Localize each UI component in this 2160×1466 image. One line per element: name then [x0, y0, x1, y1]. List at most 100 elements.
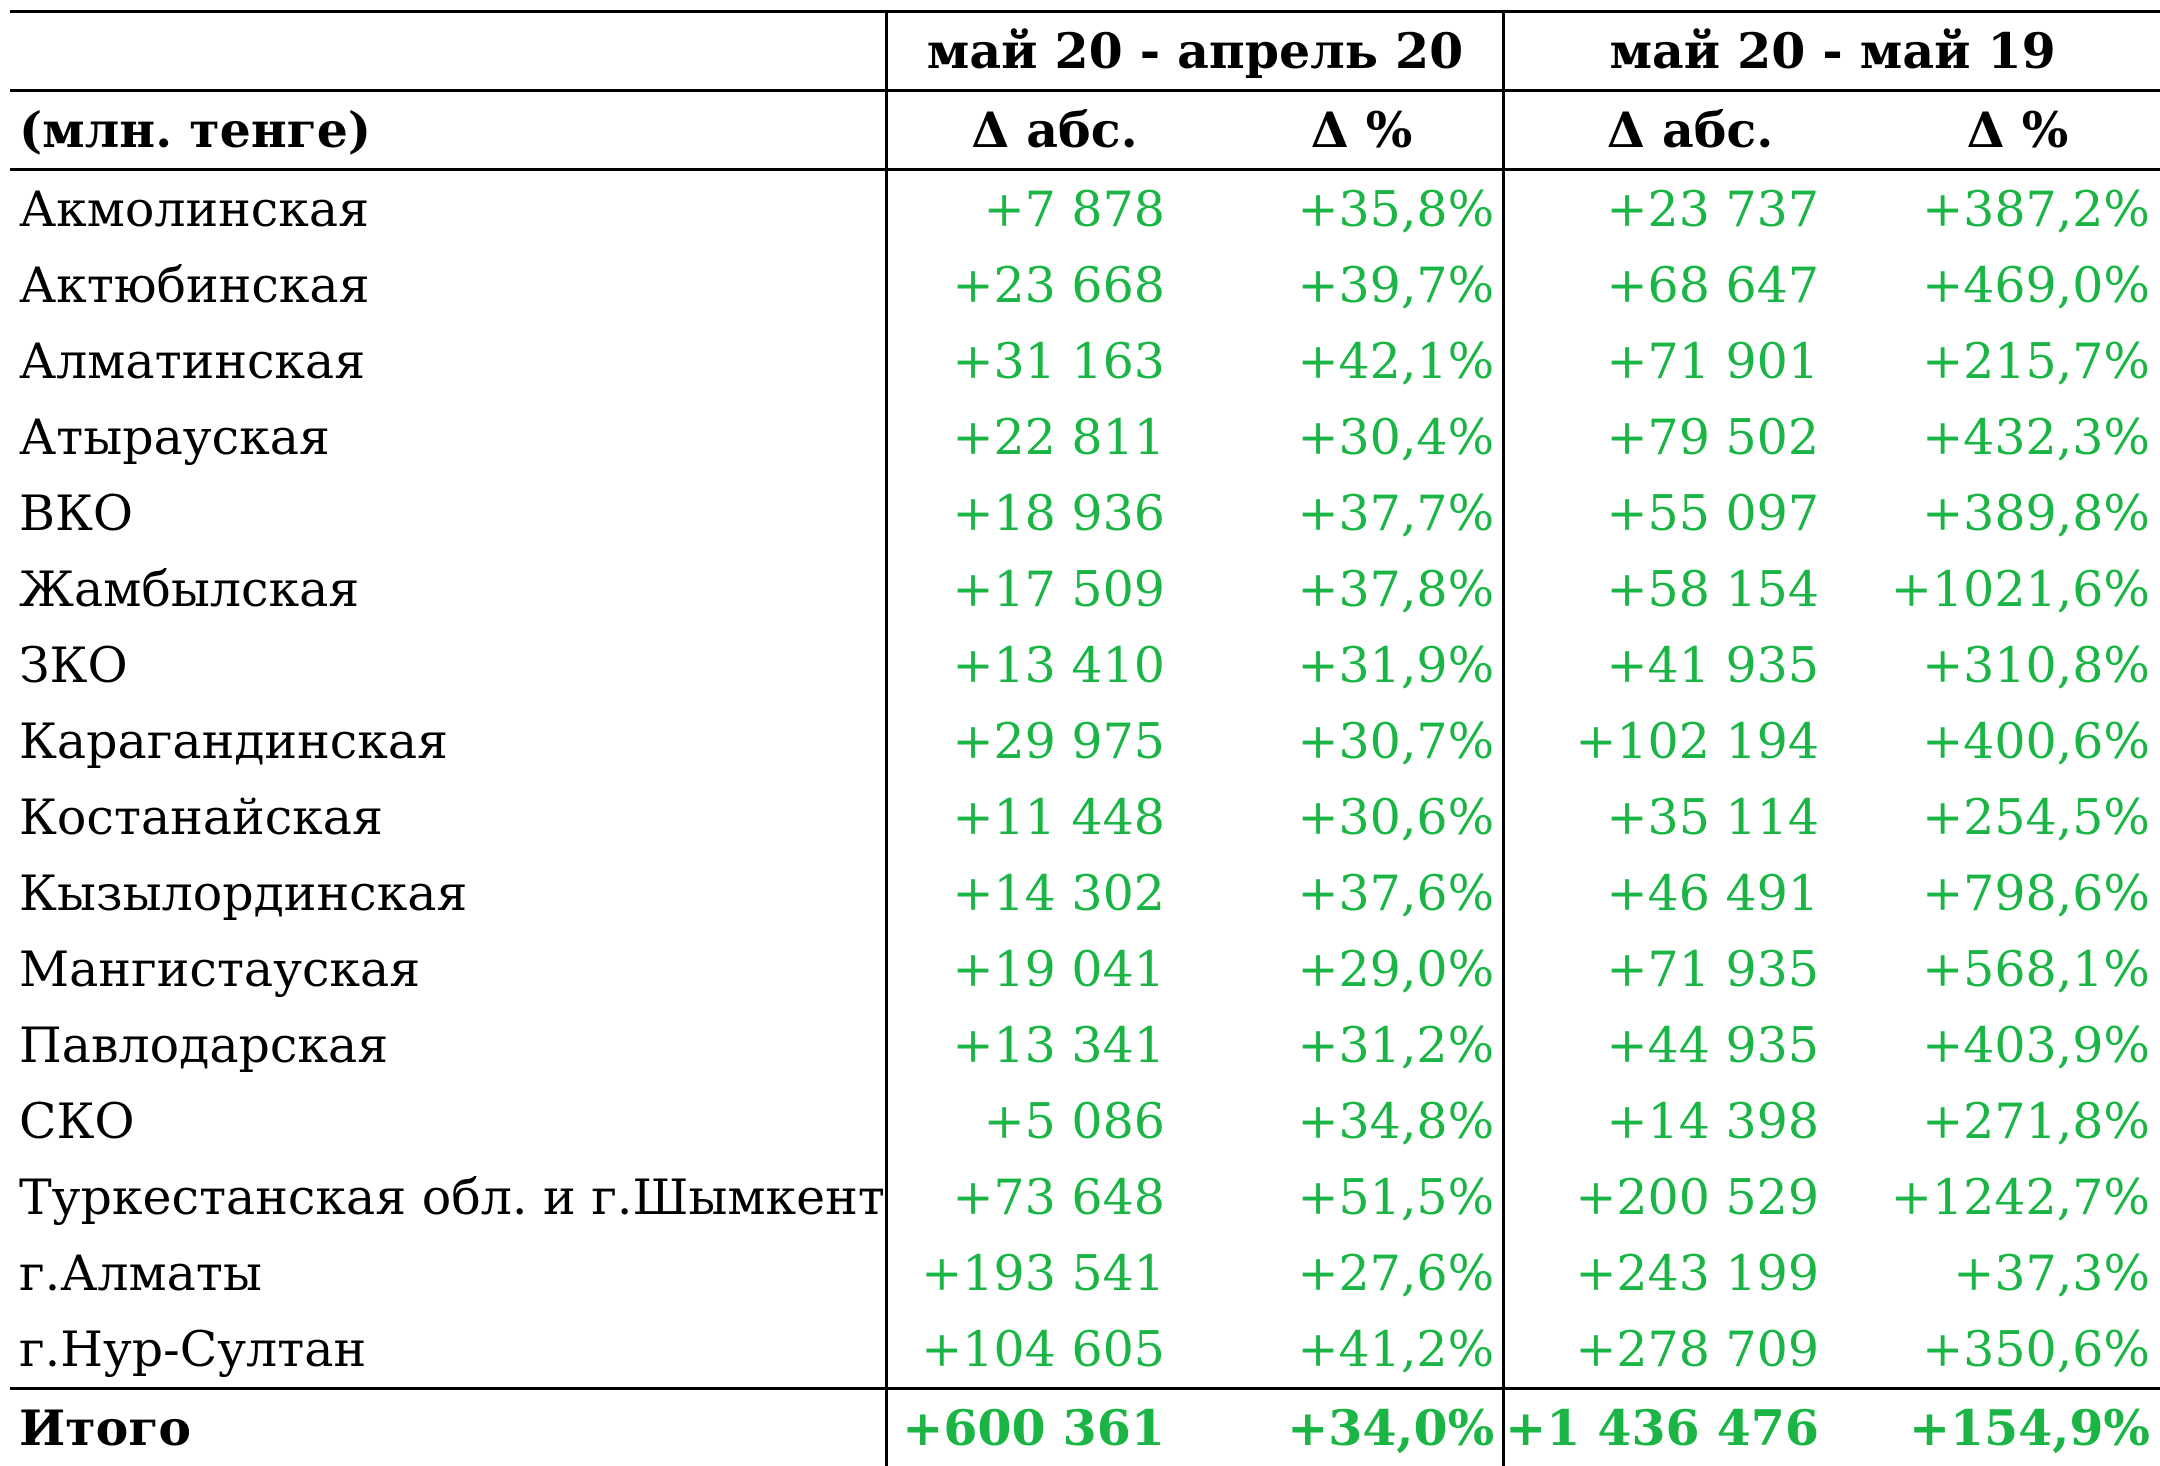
table-row: Мангистауская+19 041+29,0%+71 935+568,1%: [10, 931, 2160, 1007]
pct-change-may-may: +798,6%: [1875, 855, 2160, 931]
abs-change-may-may: +79 502: [1504, 399, 1875, 475]
pct-change-may-may: +254,5%: [1875, 779, 2160, 855]
region-name: г.Алматы: [10, 1235, 886, 1311]
pct-change-may-may: +432,3%: [1875, 399, 2160, 475]
region-name: Кызылординская: [10, 855, 886, 931]
region-name: Карагандинская: [10, 703, 886, 779]
header-unit-label: (млн. тенге): [10, 91, 886, 170]
abs-change-may-apr: +5 086: [886, 1083, 1221, 1159]
region-name: ЗКО: [10, 627, 886, 703]
abs-change-may-apr: +17 509: [886, 551, 1221, 627]
region-name: Павлодарская: [10, 1007, 886, 1083]
region-name: ВКО: [10, 475, 886, 551]
pct-change-may-apr: +51,5%: [1221, 1159, 1504, 1235]
pct-change-may-apr: +31,2%: [1221, 1007, 1504, 1083]
pct-change-may-apr: +37,8%: [1221, 551, 1504, 627]
pct-change-may-apr: +34,8%: [1221, 1083, 1504, 1159]
abs-change-may-may: +55 097: [1504, 475, 1875, 551]
header-period1: май 20 - апрель 20: [886, 12, 1503, 91]
table-row: Актюбинская+23 668+39,7%+68 647+469,0%: [10, 247, 2160, 323]
abs-change-may-may: +71 901: [1504, 323, 1875, 399]
pct-change-may-apr: +30,4%: [1221, 399, 1504, 475]
total-row: Итого+600 361+34,0%+1 436 476+154,9%: [10, 1389, 2160, 1466]
abs-change-may-may: +200 529: [1504, 1159, 1875, 1235]
total-label: Итого: [10, 1389, 886, 1466]
abs-change-may-apr: +104 605: [886, 1311, 1221, 1389]
table-row: ЗКО+13 410+31,9%+41 935+310,8%: [10, 627, 2160, 703]
header-sub-row: (млн. тенге) Δ абс. Δ % Δ абс. Δ %: [10, 91, 2160, 170]
header-abs1: Δ абс.: [886, 91, 1221, 170]
table-row: Атырауская+22 811+30,4%+79 502+432,3%: [10, 399, 2160, 475]
abs-change-may-apr: +29 975: [886, 703, 1221, 779]
table-row: Кызылординская+14 302+37,6%+46 491+798,6…: [10, 855, 2160, 931]
pct-change-may-apr: +42,1%: [1221, 323, 1504, 399]
header-abs2: Δ абс.: [1504, 91, 1875, 170]
pct-change-may-apr: +29,0%: [1221, 931, 1504, 1007]
region-name: Акмолинская: [10, 170, 886, 248]
abs-change-may-may: +71 935: [1504, 931, 1875, 1007]
regional-change-table: май 20 - апрель 20 май 20 - май 19 (млн.…: [10, 10, 2160, 1466]
table-row: СКО+5 086+34,8%+14 398+271,8%: [10, 1083, 2160, 1159]
abs-change-may-apr: +18 936: [886, 475, 1221, 551]
abs-change-may-may: +46 491: [1504, 855, 1875, 931]
pct-change-may-apr: +27,6%: [1221, 1235, 1504, 1311]
pct-change-may-apr: +41,2%: [1221, 1311, 1504, 1389]
pct-change-may-may: +1021,6%: [1875, 551, 2160, 627]
total-pct-may-may: +154,9%: [1875, 1389, 2160, 1466]
header-empty-cell: [10, 12, 886, 91]
table-row: Карагандинская+29 975+30,7%+102 194+400,…: [10, 703, 2160, 779]
region-name: Туркестанская обл. и г.Шымкент: [10, 1159, 886, 1235]
table-row: Костанайская+11 448+30,6%+35 114+254,5%: [10, 779, 2160, 855]
header-group-row: май 20 - апрель 20 май 20 - май 19: [10, 12, 2160, 91]
pct-change-may-may: +37,3%: [1875, 1235, 2160, 1311]
abs-change-may-may: +41 935: [1504, 627, 1875, 703]
abs-change-may-may: +44 935: [1504, 1007, 1875, 1083]
pct-change-may-apr: +30,7%: [1221, 703, 1504, 779]
table-row: ВКО+18 936+37,7%+55 097+389,8%: [10, 475, 2160, 551]
abs-change-may-may: +278 709: [1504, 1311, 1875, 1389]
header-pct2: Δ %: [1875, 91, 2160, 170]
total-abs-may-apr: +600 361: [886, 1389, 1221, 1466]
region-name: Атырауская: [10, 399, 886, 475]
abs-change-may-apr: +7 878: [886, 170, 1221, 248]
abs-change-may-apr: +13 410: [886, 627, 1221, 703]
region-name: г.Нур-Султан: [10, 1311, 886, 1389]
table-row: Алматинская+31 163+42,1%+71 901+215,7%: [10, 323, 2160, 399]
pct-change-may-may: +469,0%: [1875, 247, 2160, 323]
abs-change-may-may: +58 154: [1504, 551, 1875, 627]
pct-change-may-may: +400,6%: [1875, 703, 2160, 779]
total-pct-may-apr: +34,0%: [1221, 1389, 1504, 1466]
table-row: г.Алматы+193 541+27,6%+243 199+37,3%: [10, 1235, 2160, 1311]
abs-change-may-apr: +73 648: [886, 1159, 1221, 1235]
abs-change-may-may: +14 398: [1504, 1083, 1875, 1159]
abs-change-may-apr: +11 448: [886, 779, 1221, 855]
region-name: Костанайская: [10, 779, 886, 855]
pct-change-may-may: +387,2%: [1875, 170, 2160, 248]
abs-change-may-apr: +23 668: [886, 247, 1221, 323]
table-row: Туркестанская обл. и г.Шымкент+73 648+51…: [10, 1159, 2160, 1235]
region-name: СКО: [10, 1083, 886, 1159]
abs-change-may-may: +68 647: [1504, 247, 1875, 323]
abs-change-may-may: +35 114: [1504, 779, 1875, 855]
abs-change-may-apr: +13 341: [886, 1007, 1221, 1083]
pct-change-may-may: +389,8%: [1875, 475, 2160, 551]
abs-change-may-may: +23 737: [1504, 170, 1875, 248]
header-pct1: Δ %: [1221, 91, 1504, 170]
abs-change-may-apr: +31 163: [886, 323, 1221, 399]
table-row: Акмолинская+7 878+35,8%+23 737+387,2%: [10, 170, 2160, 248]
pct-change-may-apr: +37,6%: [1221, 855, 1504, 931]
region-name: Актюбинская: [10, 247, 886, 323]
total-abs-may-may: +1 436 476: [1504, 1389, 1875, 1466]
table-row: Жамбылская+17 509+37,8%+58 154+1021,6%: [10, 551, 2160, 627]
pct-change-may-may: +215,7%: [1875, 323, 2160, 399]
pct-change-may-may: +1242,7%: [1875, 1159, 2160, 1235]
region-name: Алматинская: [10, 323, 886, 399]
abs-change-may-apr: +14 302: [886, 855, 1221, 931]
pct-change-may-may: +271,8%: [1875, 1083, 2160, 1159]
table-row: Павлодарская+13 341+31,2%+44 935+403,9%: [10, 1007, 2160, 1083]
abs-change-may-may: +102 194: [1504, 703, 1875, 779]
pct-change-may-may: +310,8%: [1875, 627, 2160, 703]
pct-change-may-apr: +31,9%: [1221, 627, 1504, 703]
pct-change-may-may: +350,6%: [1875, 1311, 2160, 1389]
pct-change-may-may: +403,9%: [1875, 1007, 2160, 1083]
